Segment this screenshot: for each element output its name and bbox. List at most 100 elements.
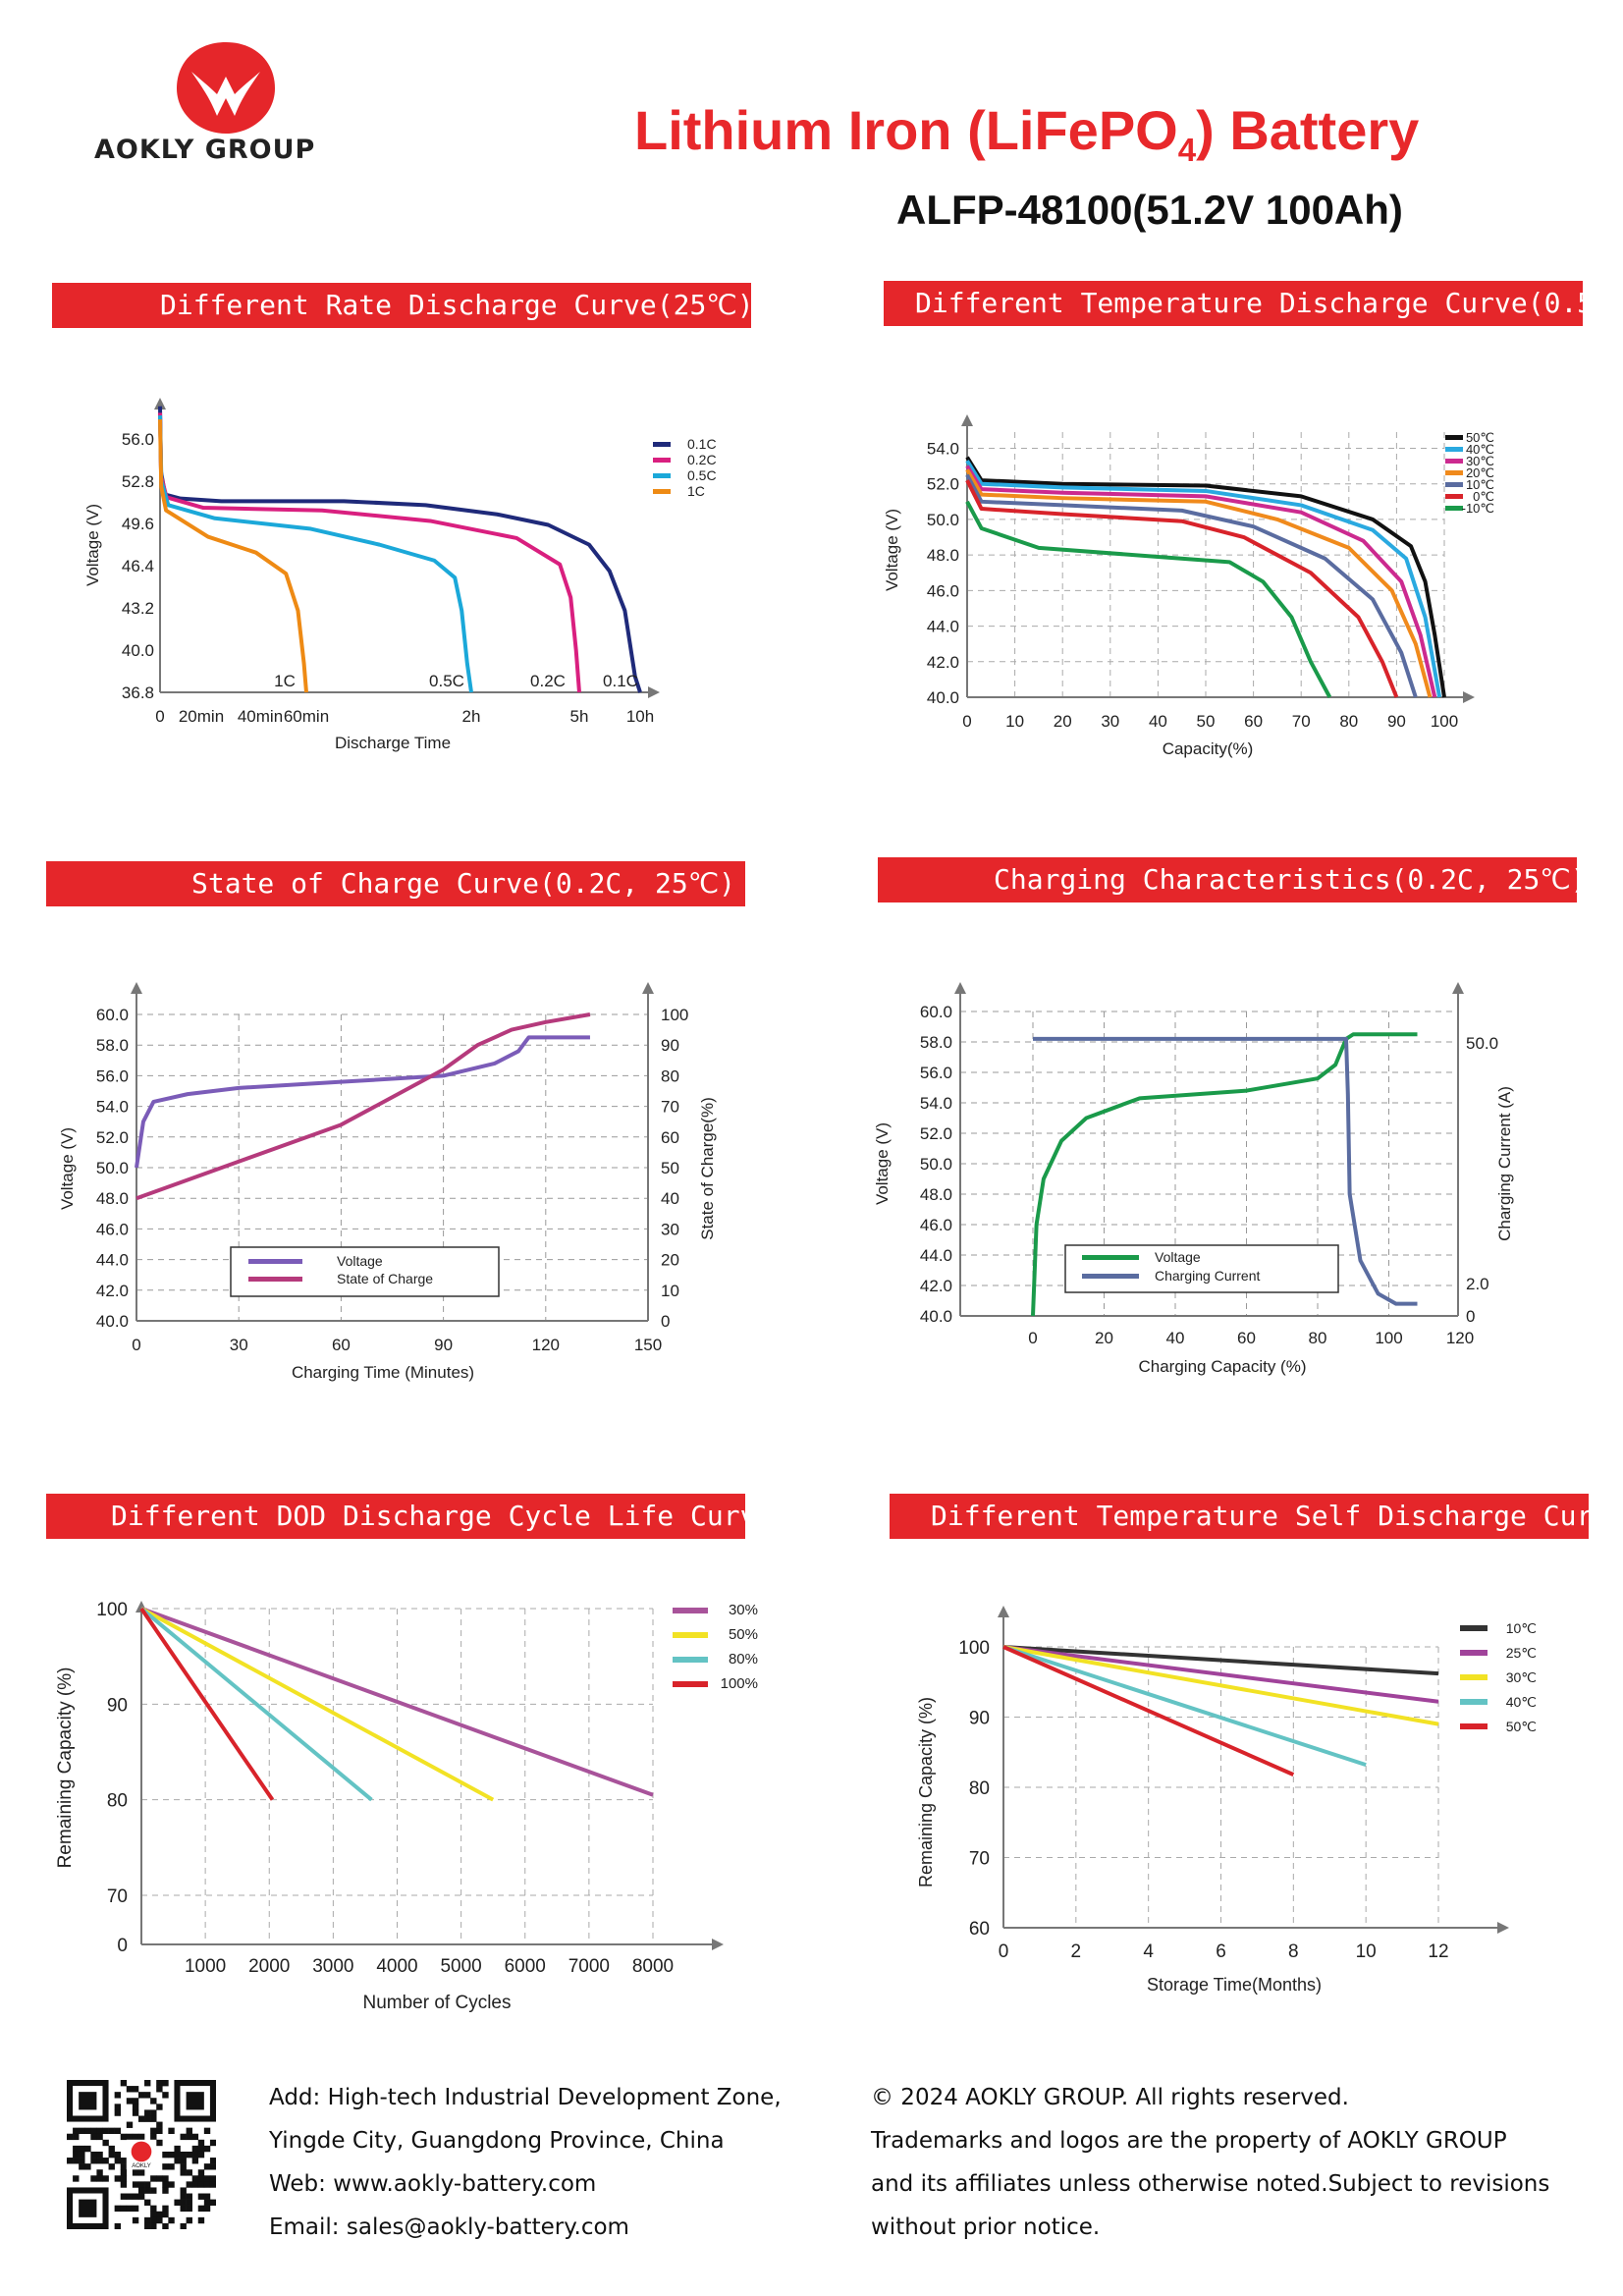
y-tick-label: 60.0 xyxy=(96,1006,129,1024)
qr-module xyxy=(162,2211,169,2218)
qr-module xyxy=(132,2169,139,2176)
y-axis-label: Voltage (V) xyxy=(873,1122,892,1205)
x-tick-label: 0 xyxy=(155,707,164,726)
x-tick-label: 20 xyxy=(1054,712,1072,731)
legend-swatch xyxy=(1082,1255,1139,1260)
qr-module xyxy=(174,2151,181,2159)
curve-label: 0.2C xyxy=(530,672,566,690)
qr-module xyxy=(114,2175,122,2182)
y-tick-label: 100 xyxy=(958,1638,990,1659)
qr-module xyxy=(191,2175,199,2182)
qr-module xyxy=(191,2145,199,2153)
qr-module xyxy=(114,2127,122,2135)
series-line xyxy=(965,500,1332,698)
x-axis-arrow xyxy=(1463,691,1475,703)
x-tick-label: 4 xyxy=(1143,1941,1154,1962)
y-tick-label: 56.0 xyxy=(96,1066,129,1085)
x-tick-label: 80 xyxy=(1309,1329,1327,1347)
y-tick-label: 49.6 xyxy=(122,515,154,533)
x-tick-label: 40 xyxy=(1166,1329,1185,1347)
series-line xyxy=(158,419,308,693)
curve-label: 0.5C xyxy=(429,672,464,690)
qr-module xyxy=(114,2158,122,2164)
qr-module xyxy=(156,2139,163,2147)
qr-module xyxy=(203,2163,211,2170)
legend-label: 50℃ xyxy=(1466,430,1494,445)
series-line xyxy=(965,468,1433,698)
qr-module xyxy=(150,2133,157,2141)
qr-module xyxy=(156,2104,163,2110)
website: Web: www.aokly-battery.com xyxy=(269,2171,597,2197)
y2-axis-label: State of Charge(%) xyxy=(698,1097,717,1240)
qr-module xyxy=(114,2151,122,2159)
qr-module xyxy=(84,2163,91,2170)
y2-axis-arrow xyxy=(642,982,654,994)
y-tick-label: 58.0 xyxy=(920,1033,952,1052)
legend-swatch xyxy=(673,1681,708,1687)
qr-module xyxy=(102,2158,109,2164)
x-tick-label: 4000 xyxy=(376,1956,417,1977)
series-line xyxy=(140,1607,495,1802)
y-tick-label: 46.0 xyxy=(927,581,959,600)
qr-module xyxy=(96,2175,103,2182)
y2-tick-label: 50.0 xyxy=(1466,1034,1498,1053)
qr-module xyxy=(84,2127,91,2135)
qr-module xyxy=(174,2145,181,2153)
legend-swatch xyxy=(1445,494,1463,499)
qr-module xyxy=(162,2092,169,2099)
y-tick-label: 80 xyxy=(107,1791,128,1812)
x-tick-label: 30 xyxy=(230,1336,248,1354)
model-title: ALFP-48100(51.2V 100Ah) xyxy=(896,187,1403,233)
qr-module xyxy=(132,2086,139,2093)
qr-module xyxy=(137,2187,145,2194)
qr-module xyxy=(126,2193,134,2200)
qr-module xyxy=(114,2205,122,2213)
qr-module xyxy=(186,2199,192,2206)
qr-module xyxy=(108,2145,115,2153)
y-axis-label: Voltage (V) xyxy=(83,504,102,586)
legend-swatch xyxy=(653,442,671,447)
y-tick-label: 46.4 xyxy=(122,557,154,575)
qr-module xyxy=(180,2205,187,2213)
trademark-line-2: and its affiliates unless otherwise note… xyxy=(871,2171,1550,2197)
qr-module xyxy=(186,2216,192,2224)
qr-module xyxy=(132,2133,139,2141)
x-tick-label: 50 xyxy=(1197,712,1216,731)
qr-module xyxy=(156,2175,163,2182)
series-line xyxy=(158,415,473,693)
banner-self-discharge: Different Temperature Self Discharge Cur… xyxy=(890,1494,1589,1539)
qr-module xyxy=(197,2181,205,2188)
qr-module xyxy=(186,2133,192,2141)
y-axis-label: Voltage (V) xyxy=(58,1127,77,1210)
y-tick-label: 60.0 xyxy=(920,1003,952,1021)
y-tick-label: 56.0 xyxy=(920,1064,952,1082)
qr-module xyxy=(197,2145,205,2153)
y-tick-label: 90 xyxy=(969,1709,990,1729)
x-tick-label: 60min xyxy=(284,707,329,726)
x-tick-label: 10 xyxy=(1005,712,1024,731)
y-tick-label: 44.0 xyxy=(927,618,959,636)
qr-module xyxy=(150,2211,157,2218)
qr-module xyxy=(180,2222,187,2230)
qr-module xyxy=(168,2216,175,2224)
qr-module xyxy=(144,2080,151,2087)
qr-finder-core xyxy=(79,2092,97,2110)
y-tick-label: 50.0 xyxy=(96,1159,129,1177)
qr-module xyxy=(102,2175,109,2182)
qr-finder-core xyxy=(79,2199,97,2217)
qr-module xyxy=(150,2187,157,2194)
qr-module xyxy=(114,2092,122,2099)
trademark-line-1: Trademarks and logos are the property of… xyxy=(871,2128,1507,2154)
qr-module xyxy=(96,2133,103,2141)
y-tick-label: 43.2 xyxy=(122,599,154,618)
y2-tick-label: 2.0 xyxy=(1466,1275,1489,1293)
banner-temp-discharge: Different Temperature Discharge Curve(0.… xyxy=(884,281,1583,326)
qr-module xyxy=(191,2158,199,2164)
qr-module xyxy=(197,2151,205,2159)
x-tick-label: 20 xyxy=(1095,1329,1113,1347)
qr-module xyxy=(209,2175,217,2182)
charging-chart: 60.0 58.0 56.0 54.0 52.0 50.0 48.0 46.0 44.0 42.0… xyxy=(873,982,1514,1376)
qr-module xyxy=(203,2193,211,2200)
y-tick-label: 36.8 xyxy=(122,683,154,702)
y-tick-label: 44.0 xyxy=(96,1251,129,1270)
